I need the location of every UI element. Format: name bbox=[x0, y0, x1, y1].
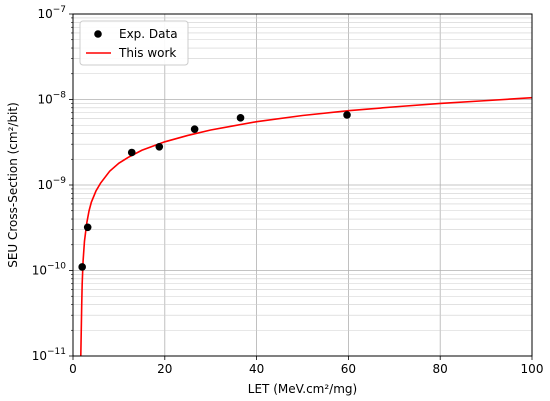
data-point bbox=[127, 148, 136, 157]
legend-marker bbox=[94, 30, 102, 38]
x-tick-label: 60 bbox=[341, 362, 356, 376]
data-point bbox=[155, 142, 164, 151]
y-tick-label: 10−10 bbox=[32, 262, 67, 278]
x-axis-label: LET (MeV.cm²/mg) bbox=[248, 382, 357, 396]
y-tick-label: 10−8 bbox=[37, 91, 66, 107]
model-curve bbox=[80, 96, 533, 357]
legend: Exp. Data This work bbox=[79, 20, 189, 66]
legend-label: This work bbox=[118, 46, 176, 60]
data-point bbox=[83, 223, 92, 232]
x-tick-label: 40 bbox=[249, 362, 264, 376]
x-tick-label: 20 bbox=[157, 362, 172, 376]
plot-area bbox=[78, 96, 533, 357]
y-tick-label: 10−9 bbox=[37, 176, 66, 192]
x-tick-label: 0 bbox=[69, 362, 77, 376]
data-point bbox=[343, 111, 351, 119]
x-tick-label: 80 bbox=[433, 362, 448, 376]
x-tick-label: 100 bbox=[521, 362, 544, 376]
legend-label: Exp. Data bbox=[119, 27, 178, 41]
y-axis-label: SEU Cross-Section (cm²/bit) bbox=[6, 102, 20, 268]
data-point bbox=[236, 114, 245, 122]
legend-box bbox=[79, 20, 189, 66]
y-tick-label: 10−7 bbox=[37, 5, 66, 21]
data-point bbox=[190, 125, 199, 133]
y-tick-label: 10−11 bbox=[32, 347, 66, 363]
axis-ticks: 0 20 40 60 80 100 10−11 10−10 10−9 10−8 10−7 bbox=[32, 5, 544, 376]
data-point bbox=[78, 263, 86, 271]
